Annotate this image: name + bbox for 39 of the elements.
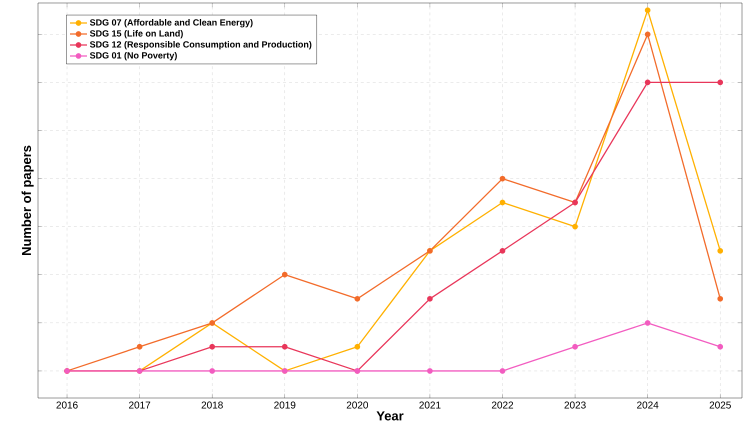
point	[282, 344, 288, 350]
legend-label: SDG 15 (Life on Land)	[90, 30, 183, 38]
point	[354, 296, 360, 302]
point	[644, 32, 650, 38]
point	[500, 368, 506, 374]
legend-label: SDG 01 (No Poverty)	[90, 52, 177, 60]
x-axis-title: Year	[376, 411, 404, 420]
point	[572, 224, 578, 230]
x-tick-label: 2023	[564, 402, 586, 409]
x-tick-label: 2024	[637, 402, 658, 409]
point	[500, 248, 506, 254]
legend-label: SDG 07 (Affordable and Clean Energy)	[90, 19, 253, 28]
x-tick-label: 2020	[346, 402, 368, 409]
y-axis-title: Number of papers	[22, 146, 34, 256]
x-tick-label: 2017	[129, 402, 150, 409]
point	[500, 200, 506, 206]
point	[500, 176, 506, 182]
point	[427, 296, 433, 302]
point	[717, 80, 724, 86]
point	[282, 272, 288, 278]
point	[136, 344, 142, 350]
point	[717, 248, 724, 254]
point	[717, 344, 724, 350]
x-tick-label: 2019	[274, 402, 296, 409]
point	[644, 7, 650, 14]
point	[354, 344, 360, 350]
point	[717, 296, 724, 302]
point	[209, 344, 216, 350]
point	[427, 368, 433, 374]
x-tick-label: 2016	[56, 402, 78, 409]
point	[572, 344, 578, 350]
x-tick-label: 2021	[419, 402, 441, 409]
point	[209, 368, 216, 374]
legend-label: SDG 12 (Responsible Consumption and Production)	[90, 40, 312, 50]
x-tick-label: 2022	[492, 402, 514, 409]
point	[644, 80, 650, 86]
x-tick-label: 2018	[202, 402, 223, 409]
point	[644, 320, 650, 326]
x-tick-label: 2025	[710, 402, 731, 409]
